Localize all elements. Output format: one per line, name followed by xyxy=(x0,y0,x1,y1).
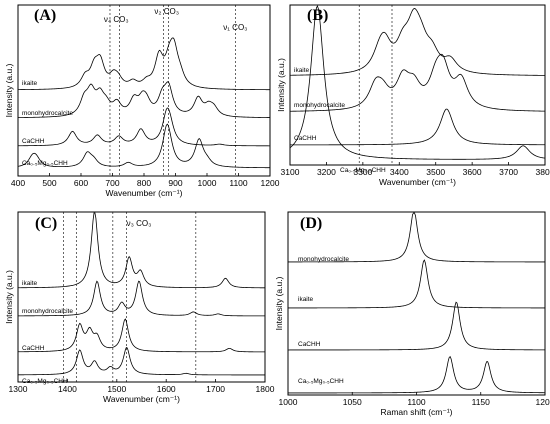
x-tick-label: 3300 xyxy=(353,167,372,177)
plot-frame xyxy=(287,211,546,396)
spectrum-3 xyxy=(288,355,546,394)
series-label: CaCHH xyxy=(294,135,317,142)
x-tick-label: 1700 xyxy=(206,384,225,394)
x-tick-label: 3400 xyxy=(390,167,409,177)
x-tick-label: 600 xyxy=(74,178,88,188)
y-axis-label: Intensity (a.u.) xyxy=(4,270,14,324)
spectrum-2 xyxy=(17,318,265,353)
x-tick-label: 1800 xyxy=(256,384,275,394)
panel-b: 3100 3200 3300 3400 3500 3600 3700 3800 Wavenumb… xyxy=(276,4,550,187)
x-tick-label: 1200 xyxy=(261,178,280,188)
series-label: monohydrocalcite xyxy=(22,308,73,315)
series-label: CaCHH xyxy=(298,341,321,348)
series-label: ikaite xyxy=(298,296,314,303)
series-label: ikaite xyxy=(294,67,310,74)
x-tick-label: 1600 xyxy=(157,384,176,394)
panel-letter: (C) xyxy=(35,215,57,232)
plot-frame xyxy=(17,211,266,383)
band-annotation: ν₄ CO₃ xyxy=(104,15,129,24)
series-label: Ca₀.₅Mg₀.₅CHH xyxy=(298,378,344,385)
x-tick-label: 1400 xyxy=(58,384,77,394)
spectrum-1 xyxy=(17,280,265,317)
panel-a: 400 500 600 700 800 900 1000 1100 1200 Wavenumber… xyxy=(4,4,280,198)
spectrum-3 xyxy=(289,5,546,160)
series-label: monohydrocalcite xyxy=(298,256,349,263)
x-tick-label: 3100 xyxy=(281,167,300,177)
x-tick-label: 1500 xyxy=(107,384,126,394)
x-tick-label: 1200 xyxy=(536,397,550,407)
spectrum-1 xyxy=(288,259,545,309)
x-axis-label: Wavenumber (cm⁻¹) xyxy=(103,394,180,404)
x-tick-label: 500 xyxy=(42,178,56,188)
x-axis-label: Raman shift (cm⁻¹) xyxy=(380,407,452,417)
y-axis-label: Intensity (a.u.) xyxy=(4,63,14,117)
x-axis-label: Wavenumber (cm⁻¹) xyxy=(106,188,183,198)
band-annotation: ν₃ CO₃ xyxy=(127,219,152,228)
y-axis-label: Intensity (a.u.) xyxy=(274,276,284,330)
spectrum-3 xyxy=(17,123,270,169)
panel-d: 1000 1050 1100 1150 1200 Raman shift (cm⁻¹) In… xyxy=(274,211,550,417)
spectrum-0 xyxy=(289,8,546,76)
x-tick-label: 1100 xyxy=(407,397,426,407)
x-tick-label: 700 xyxy=(105,178,119,188)
series-label: ikaite xyxy=(22,280,38,287)
spectrum-1 xyxy=(17,81,271,118)
x-tick-label: 3700 xyxy=(499,167,518,177)
x-tick-label: 1100 xyxy=(229,178,248,188)
x-axis-label: Wavenumber (cm⁻¹) xyxy=(379,177,456,187)
series-label: monohydrocalcite xyxy=(22,110,73,117)
series-label: Ca₀.₅Mg₀.₅CHH xyxy=(22,378,68,385)
x-tick-label: 1000 xyxy=(279,397,298,407)
spectrum-0 xyxy=(18,212,266,289)
band-annotation: ν₂ CO₃ xyxy=(154,7,179,16)
x-tick-label: 1050 xyxy=(343,397,362,407)
x-tick-label: 1300 xyxy=(9,384,28,394)
x-tick-label: 900 xyxy=(168,178,182,188)
spectrum-3 xyxy=(17,346,265,376)
spectrum-2 xyxy=(18,107,270,147)
panel-letter: (A) xyxy=(34,7,56,24)
x-tick-label: 3600 xyxy=(463,167,482,177)
x-tick-label: 1150 xyxy=(472,397,491,407)
plot-frame xyxy=(289,4,546,166)
panel-letter: (B) xyxy=(307,7,328,24)
x-tick-label: 1000 xyxy=(198,178,217,188)
x-tick-label: 3800 xyxy=(536,167,550,177)
series-label: CaCHH xyxy=(22,345,45,352)
panel-letter: (D) xyxy=(300,215,322,232)
series-label: Ca₀.₅Mg₀.₅CHH xyxy=(22,160,68,167)
x-tick-label: 800 xyxy=(137,178,151,188)
spectrum-2 xyxy=(290,108,545,146)
y-axis-label: Intensity (a.u.) xyxy=(276,58,286,112)
spectrum-2 xyxy=(288,301,546,351)
panel-c: 1300 1400 1500 1600 1700 1800 Wavenumber (cm⁻¹… xyxy=(4,211,275,404)
series-label: monohydrocalcite xyxy=(294,102,345,109)
series-label: CaCHH xyxy=(22,138,45,145)
band-annotation: ν₁ CO₃ xyxy=(223,23,247,32)
series-label: ikaite xyxy=(22,80,38,87)
spectrum-1 xyxy=(289,53,546,112)
spectrum-0 xyxy=(17,37,270,91)
spectrum-0 xyxy=(288,212,545,263)
series-label: Ca₀.₅Mg₀.₅CHH xyxy=(340,167,386,174)
x-tick-label: 3500 xyxy=(426,167,445,177)
x-tick-label: 400 xyxy=(11,178,25,188)
x-tick-label: 3200 xyxy=(317,167,336,177)
